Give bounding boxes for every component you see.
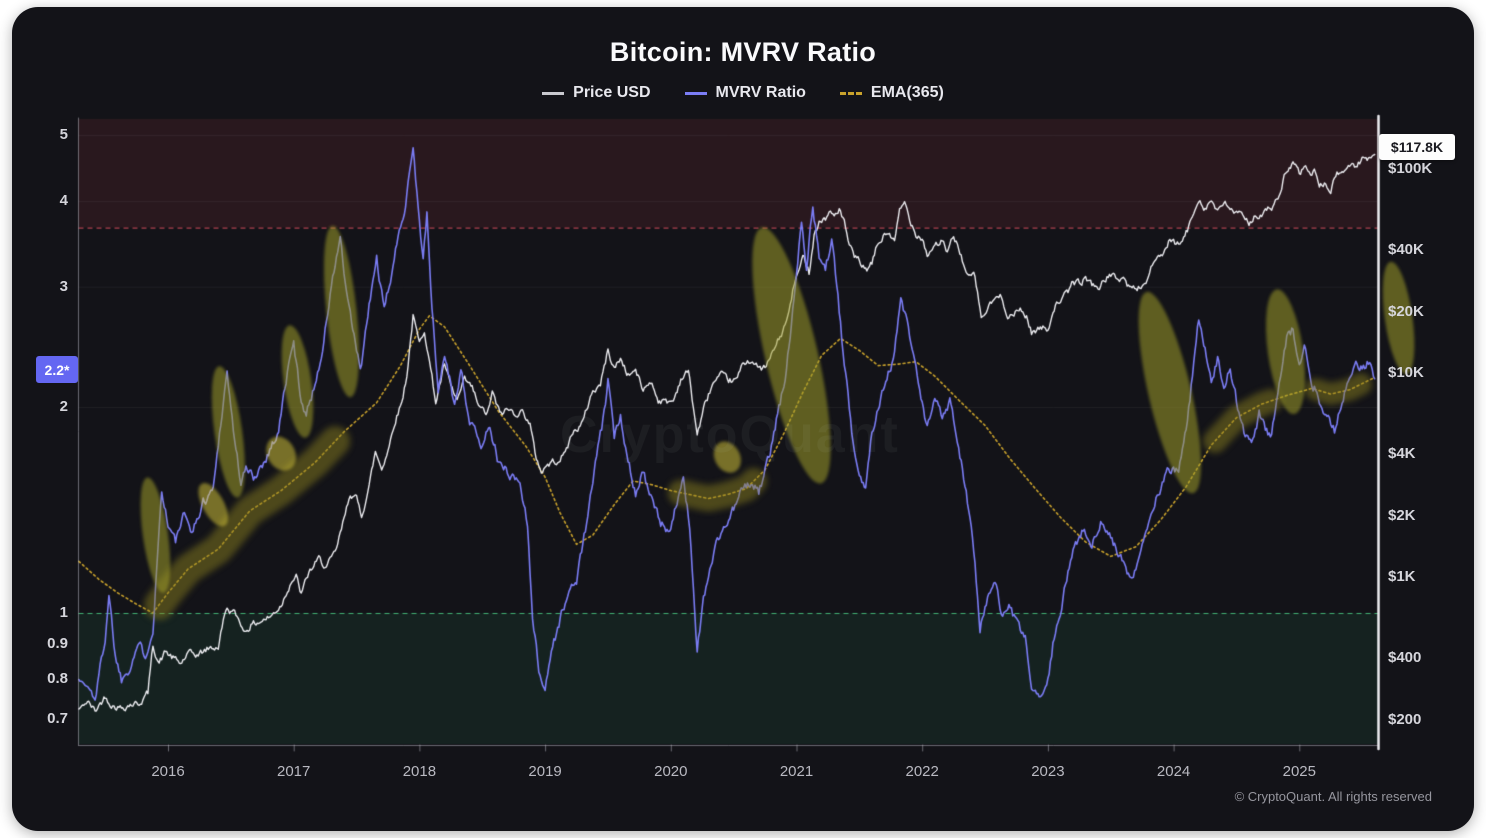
copyright-notice: © CryptoQuant. All rights reserved — [1234, 789, 1432, 804]
mvrv-current-badge: 2.2* — [36, 356, 78, 383]
price-current-badge: $117.8K — [1379, 134, 1455, 160]
